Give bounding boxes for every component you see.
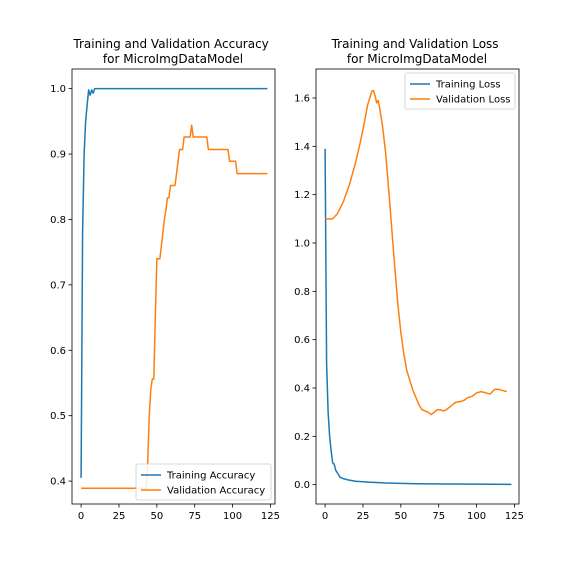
- loss-series-line-validation: [325, 90, 508, 416]
- accuracy-y-tick-label: 0.5: [50, 411, 66, 422]
- loss-chart-title: Training and Validation Loss for MicroIm…: [331, 37, 503, 66]
- accuracy-x-tick-label: 25: [113, 511, 126, 522]
- loss-y-tick-label: 1.6: [294, 94, 310, 105]
- loss-marks: 0 25 50 75 100 125 0.0 0.2 0.4 0.6 0.8 1.0 1.2 1.4 1.6: [294, 90, 524, 522]
- accuracy-y-tick-label: 0.6: [50, 346, 66, 357]
- accuracy-legend-label: Validation Accuracy: [167, 486, 265, 497]
- accuracy-chart-title: Training and Validation Accuracy for Mic…: [72, 37, 272, 66]
- loss-legend-label: Training Loss: [435, 80, 501, 91]
- loss-series-line-training: [324, 148, 512, 486]
- loss-x-tick-label: 50: [394, 511, 407, 522]
- loss-x-tick-label: 75: [432, 511, 445, 522]
- loss-y-tick-label: 0.2: [294, 432, 310, 443]
- accuracy-legend-label: Training Accuracy: [166, 471, 255, 482]
- loss-x-tick-label: 25: [357, 511, 370, 522]
- loss-y-tick-label: 1.2: [294, 190, 310, 201]
- loss-chart: Training and Validation Loss for MicroIm…: [294, 37, 524, 522]
- accuracy-chart: Training and Validation Accuracy for Mic…: [50, 37, 280, 522]
- accuracy-x-tick-label: 50: [150, 511, 163, 522]
- accuracy-x-tick-label: 75: [188, 511, 201, 522]
- accuracy-x-tick-label: 125: [261, 511, 280, 522]
- loss-legend-label: Validation Loss: [436, 95, 511, 106]
- accuracy-y-tick-label: 0.4: [50, 477, 66, 488]
- accuracy-y-tick-label: 1.0: [50, 84, 66, 95]
- loss-title-line-2: for MicroImgDataModel: [347, 52, 487, 66]
- accuracy-x-tick-label: 100: [223, 511, 242, 522]
- loss-y-tick-label: 0.0: [294, 480, 310, 491]
- loss-legend: Training Loss Validation Loss: [404, 72, 516, 110]
- loss-y-tick-label: 1.4: [294, 142, 310, 153]
- accuracy-y-tick-label: 0.8: [50, 215, 66, 226]
- accuracy-title-line-1: Training and Validation Accuracy: [72, 37, 268, 51]
- loss-x-tick-label: 0: [322, 511, 328, 522]
- loss-title-line-1: Training and Validation Loss: [331, 37, 499, 51]
- accuracy-series-line-training: [80, 87, 268, 478]
- loss-x-tick-label: 125: [505, 511, 524, 522]
- accuracy-x-tick-label: 0: [78, 511, 84, 522]
- loss-axes-frame: [315, 68, 520, 505]
- accuracy-legend-box: [135, 463, 272, 501]
- loss-y-tick-label: 1.0: [294, 239, 310, 250]
- loss-y-tick-label: 0.4: [294, 384, 310, 395]
- accuracy-y-tick-label: 0.7: [50, 280, 66, 291]
- loss-legend-box: [404, 72, 516, 110]
- accuracy-axes-frame: [71, 68, 276, 505]
- accuracy-series-line-validation: [81, 124, 268, 490]
- accuracy-y-tick-label: 0.9: [50, 150, 66, 161]
- accuracy-legend: Training Accuracy Validation Accuracy: [135, 463, 272, 501]
- loss-y-tick-label: 0.8: [294, 287, 310, 298]
- loss-y-tick-label: 0.6: [294, 335, 310, 346]
- accuracy-title-line-2: for MicroImgDataModel: [103, 52, 243, 66]
- loss-x-tick-label: 100: [467, 511, 486, 522]
- accuracy-marks: 0 25 50 75 100 125 0.4 0.5 0.6 0.7 0.8 0.9 1.0: [50, 84, 280, 522]
